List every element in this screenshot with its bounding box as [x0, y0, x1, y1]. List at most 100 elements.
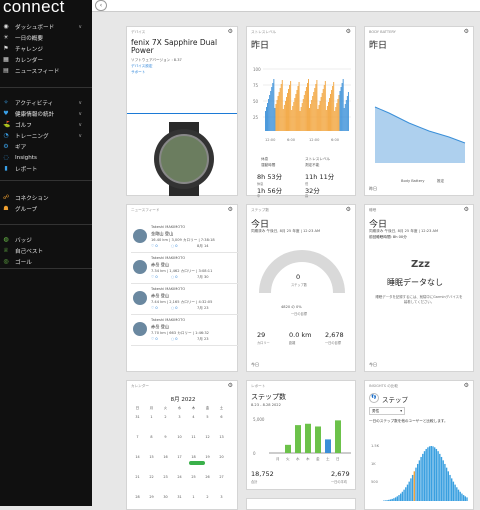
activity-value: 2,678 — [325, 331, 344, 339]
distribution-bar — [453, 482, 454, 501]
distribution-bar — [427, 447, 428, 501]
sidebar-item-7[interactable]: ⛳ゴルフ∨ — [0, 119, 92, 130]
calendar-day[interactable]: 4 — [189, 415, 198, 419]
distribution-bar — [403, 490, 404, 501]
card-settings-icon[interactable]: ⚙ — [464, 206, 469, 213]
sidebar-item-8[interactable]: ◔トレーニング∨ — [0, 130, 92, 141]
card-footer[interactable]: 今日 — [369, 362, 377, 368]
calendar-day[interactable]: 25 — [189, 475, 198, 479]
sidebar-item-15[interactable]: ♕自己ベスト — [0, 245, 92, 256]
distribution-bar — [466, 497, 467, 501]
sidebar-item-16[interactable]: ◎ゴール — [0, 256, 92, 267]
calendar-day[interactable]: 29 — [147, 495, 156, 499]
card-settings-icon[interactable]: ⚙ — [228, 28, 233, 35]
feed-title[interactable]: 赤岳 登山 — [151, 293, 169, 299]
gender-select[interactable]: 男性▾ — [369, 407, 405, 415]
calendar-day[interactable]: 7 — [133, 435, 142, 439]
like-icon[interactable]: ♡ 0 — [151, 244, 158, 248]
sidebar-item-5[interactable]: ✧アクティビティ∨ — [0, 97, 92, 108]
sidebar-item-3[interactable]: ▦カレンダー — [0, 54, 92, 65]
calendar-day[interactable]: 31 — [175, 495, 184, 499]
sidebar-item-2[interactable]: ⚑チャレンジ — [0, 43, 92, 54]
card-footer[interactable]: 昨日 — [369, 186, 377, 192]
like-icon[interactable]: ♡ 0 — [151, 275, 158, 279]
calendar-day[interactable]: 1 — [189, 495, 198, 499]
card-header: ステップ数 — [251, 208, 269, 213]
card-settings-icon[interactable]: ⚙ — [464, 382, 469, 389]
sidebar-item-11[interactable]: ▮レポート — [0, 163, 92, 174]
calendar-day[interactable]: 1 — [147, 415, 156, 419]
feed-title[interactable]: 金剛山 登山 — [151, 231, 173, 237]
sidebar-item-0[interactable]: ◉ダッシュボード∨ — [0, 21, 92, 32]
calendar-day[interactable]: 10 — [175, 435, 184, 439]
calendar-day[interactable]: 21 — [133, 475, 142, 479]
card-settings-icon[interactable]: ⚙ — [346, 206, 351, 213]
card-header: レポート — [251, 384, 265, 389]
sidebar-item-12[interactable]: ☍コネクション — [0, 192, 92, 203]
calendar-day[interactable]: 9 — [161, 435, 170, 439]
support-link[interactable]: サポート — [131, 70, 145, 75]
sidebar-item-label: ゴルフ — [15, 121, 32, 129]
calendar-day[interactable]: 3 — [175, 415, 184, 419]
comment-icon[interactable]: ◌ 0 — [171, 275, 178, 279]
sidebar-item-label: 健康情報の統計 — [15, 110, 54, 118]
calendar-day[interactable]: 27 — [217, 475, 226, 479]
calendar-day[interactable]: 26 — [203, 475, 212, 479]
calendar-day[interactable]: 11 — [189, 435, 198, 439]
calendar-day[interactable]: 23 — [161, 475, 170, 479]
calendar-day[interactable]: 16 — [161, 455, 170, 459]
calendar-day[interactable]: 5 — [203, 415, 212, 419]
calendar-day[interactable]: 15 — [147, 455, 156, 459]
calendar-day[interactable]: 18 — [189, 455, 198, 459]
calendar-day[interactable]: 31 — [133, 415, 142, 419]
sidebar-item-label: ダッシュボード — [15, 23, 54, 31]
calendar-day[interactable]: 8 — [147, 435, 156, 439]
calendar-day[interactable]: 6 — [217, 415, 226, 419]
calendar-day[interactable]: 22 — [147, 475, 156, 479]
calendar-day[interactable]: 20 — [217, 455, 226, 459]
distribution-bar — [424, 451, 425, 501]
card-footer[interactable]: 今日 — [251, 362, 259, 368]
feed-title[interactable]: 赤岳 登山 — [151, 324, 169, 330]
calendar-day[interactable]: 19 — [203, 455, 212, 459]
sidebar-item-10[interactable]: ◌Insights — [0, 152, 92, 163]
collapse-sidebar-button[interactable]: ‹ — [95, 0, 107, 11]
card-settings-icon[interactable]: ⚙ — [228, 382, 233, 389]
calendar-day[interactable]: 28 — [133, 495, 142, 499]
calendar-day[interactable]: 3 — [217, 495, 226, 499]
card-settings-icon[interactable]: ⚙ — [346, 28, 351, 35]
calendar-day[interactable]: 2 — [203, 495, 212, 499]
calendar-day[interactable]: 13 — [217, 435, 226, 439]
y-tick: 1.5K — [371, 444, 380, 448]
sidebar-item-label: コネクション — [15, 194, 49, 202]
comment-icon[interactable]: ◌ 0 — [171, 337, 178, 341]
card-settings-icon[interactable]: ⚙ — [464, 28, 469, 35]
calendar-day[interactable]: 14 — [133, 455, 142, 459]
like-icon[interactable]: ♡ 0 — [151, 337, 158, 341]
calendar-day[interactable]: 24 — [175, 475, 184, 479]
sidebar-item-6[interactable]: ♥健康情報の統計∨ — [0, 108, 92, 119]
calendar-day[interactable]: 12 — [203, 435, 212, 439]
sidebar-item-9[interactable]: ⚙ギア — [0, 141, 92, 152]
calendar-day[interactable]: 2 — [161, 415, 170, 419]
device-settings-link[interactable]: デバイス設定 — [131, 64, 152, 69]
day-label: 日 — [336, 457, 340, 461]
calendar-day[interactable]: 17 — [175, 455, 184, 459]
sidebar-item-4[interactable]: ▤ニュースフィード — [0, 65, 92, 76]
feed-title[interactable]: 赤岳 登山 — [151, 262, 169, 268]
sidebar-item-14[interactable]: ◍バッジ — [0, 234, 92, 245]
calendar-day[interactable]: 30 — [161, 495, 170, 499]
sidebar-item-1[interactable]: ☀一日の概要 — [0, 32, 92, 43]
comment-icon[interactable]: ◌ 0 — [171, 244, 178, 248]
calendar-event[interactable] — [189, 461, 205, 465]
comment-icon[interactable]: ◌ 0 — [171, 306, 178, 310]
sidebar-item-13[interactable]: ☗グループ — [0, 203, 92, 214]
like-icon[interactable]: ♡ 0 — [151, 306, 158, 310]
dashboard-icon: ◉ — [3, 24, 9, 30]
card-settings-icon[interactable]: ⚙ — [228, 206, 233, 213]
day-label: 木 — [306, 456, 310, 461]
